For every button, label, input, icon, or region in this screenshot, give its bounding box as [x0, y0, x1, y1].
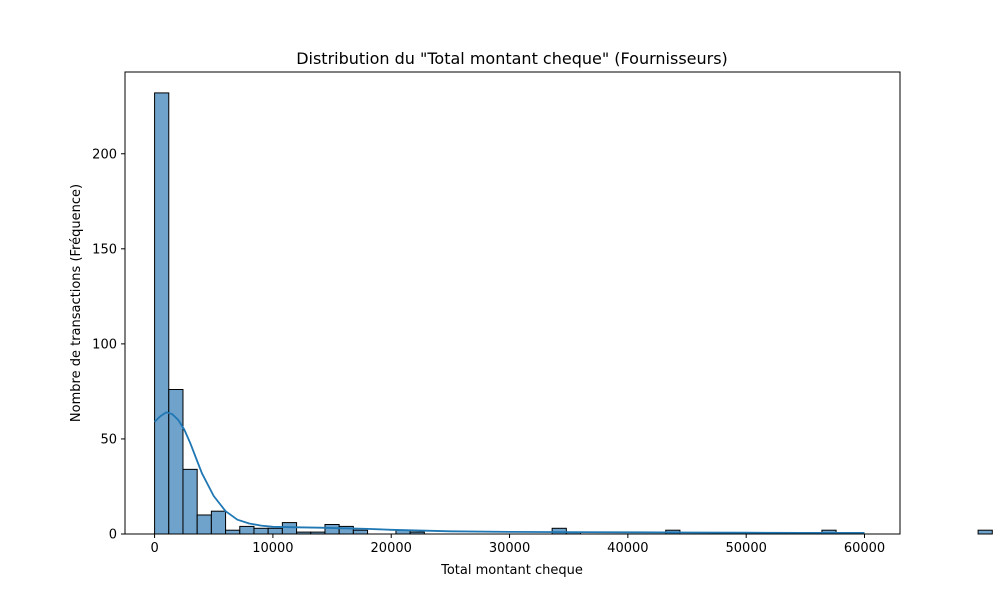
y-axis-label: Nombre de transactions (Fréquence): [69, 184, 84, 422]
plot-frame: [124, 71, 901, 535]
y-tick-label: 150: [92, 242, 117, 257]
x-tick-label: 30000: [489, 541, 530, 556]
x-tick-label: 50000: [726, 541, 767, 556]
histogram-bar: [154, 92, 170, 535]
x-tick-label: 60000: [844, 541, 885, 556]
histogram-bar: [182, 468, 198, 535]
histogram-bar: [253, 527, 269, 535]
histogram-bar: [977, 529, 993, 535]
y-tick-label: 0: [109, 528, 117, 543]
histogram-bar: [281, 522, 298, 535]
histogram-bar: [210, 510, 227, 535]
x-tick-label: 0: [150, 541, 158, 556]
histogram-bar: [225, 529, 241, 535]
axes-layer: 0 10000 20000 30000 40000 50000 60000 0 50 100 150…: [92, 71, 901, 556]
histogram-bar: [239, 525, 255, 535]
x-tick-label: 40000: [607, 541, 648, 556]
y-tick-label: 50: [100, 432, 117, 447]
y-tick-label: 200: [92, 147, 117, 162]
bars-layer: [154, 92, 993, 535]
kde-curve: [153, 411, 865, 534]
histogram-bar: [551, 527, 567, 535]
histogram-bar: [352, 529, 369, 535]
histogram-bar: [324, 523, 340, 535]
y-tick-label: 100: [92, 337, 117, 352]
kde-layer: [153, 411, 865, 534]
chart-title: Distribution du "Total montant cheque" (…: [296, 49, 728, 68]
histogram-bar: [168, 389, 184, 535]
x-tick-label: 10000: [252, 541, 293, 556]
histogram-bar: [267, 527, 283, 535]
x-tick-label: 20000: [371, 541, 412, 556]
histogram-bar: [196, 514, 212, 535]
x-axis-label: Total montant cheque: [440, 563, 583, 578]
